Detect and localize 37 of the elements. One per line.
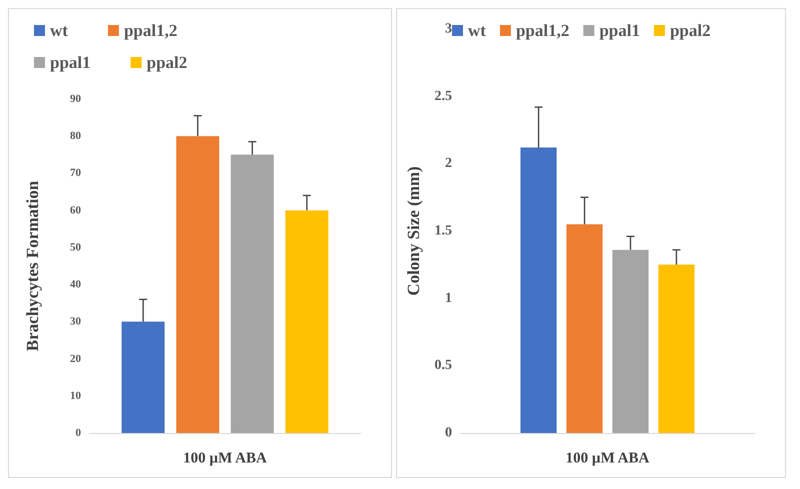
bar — [612, 250, 649, 433]
bar — [230, 154, 274, 433]
y-tick-label: 2 — [445, 156, 452, 172]
legend-label: wt — [50, 21, 68, 40]
bar — [122, 322, 165, 433]
y-tick-label: 40 — [70, 278, 82, 291]
legend-label: ppal2 — [146, 53, 188, 72]
y-tick-label: 30 — [70, 316, 82, 328]
y-tick-label: 80 — [70, 130, 82, 142]
legend-label: ppal1,2 — [124, 21, 178, 40]
y-tick-label: 20 — [70, 352, 82, 365]
y-tick-label: 60 — [70, 204, 82, 216]
y-tick-label: 70 — [70, 167, 82, 180]
legend-label: ppal1 — [50, 53, 91, 72]
y-tick-label: 3 — [445, 22, 452, 36]
y-axis-title: Brachycytes Formation — [23, 180, 42, 352]
y-axis-title: Colony Size (mm) — [404, 166, 423, 296]
y-tick-label: 2.5 — [434, 88, 452, 104]
legend-label: ppal2 — [670, 21, 711, 40]
x-axis-title: 100 µM ABA — [183, 450, 267, 466]
y-tick-label: 0.5 — [434, 358, 452, 374]
y-tick-label: 90 — [70, 93, 82, 105]
bar — [520, 148, 557, 433]
bar — [176, 136, 220, 433]
y-tick-label: 50 — [70, 241, 82, 254]
y-tick-label: 10 — [70, 390, 82, 402]
x-axis-title: 100 µM ABA — [566, 450, 650, 466]
y-tick-label: 0 — [76, 427, 82, 439]
bar — [566, 224, 603, 433]
bar — [285, 210, 328, 433]
legend-label: wt — [468, 21, 486, 40]
y-tick-label: 1 — [445, 290, 452, 306]
legend-label: ppal1 — [599, 21, 640, 40]
legend-label: ppal1,2 — [516, 21, 570, 40]
y-tick-label: 0 — [445, 426, 452, 440]
y-tick-label: 1.5 — [434, 224, 452, 238]
bar — [658, 264, 695, 433]
